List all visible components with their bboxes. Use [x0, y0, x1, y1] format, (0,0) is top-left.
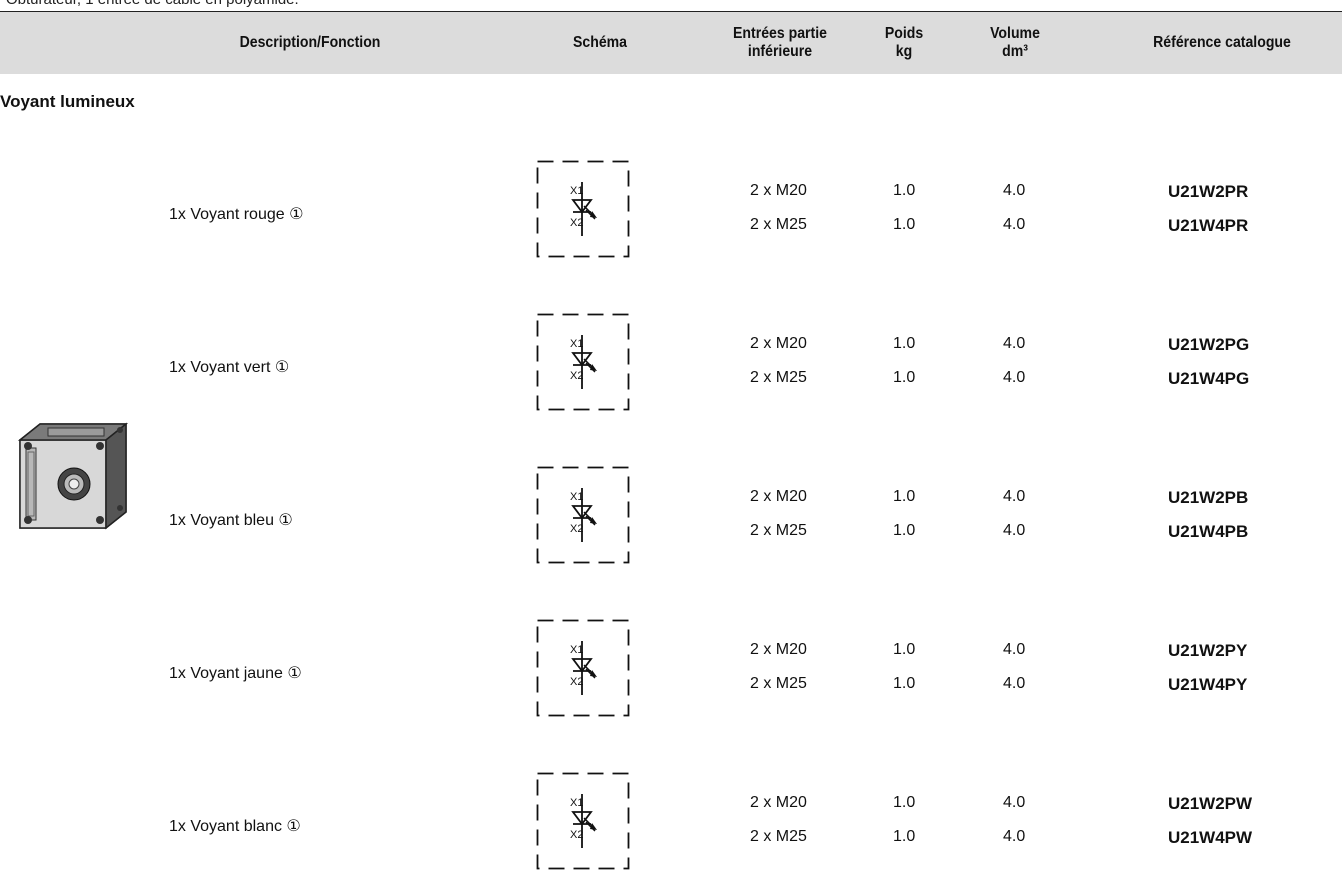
schema-label-x2: X2	[570, 829, 583, 841]
schema-label-x1: X1	[570, 185, 583, 197]
cell-weight: 1.0	[893, 641, 916, 658]
cell-weight: 1.0	[893, 794, 916, 811]
row-description: 1x Voyant jaune ①	[169, 665, 302, 682]
schema-label-x2: X2	[570, 217, 583, 229]
cell-volume: 4.0	[1003, 794, 1026, 811]
schema-label-x1: X1	[570, 644, 583, 656]
cell-weight: 1.0	[893, 488, 916, 505]
cell-entries: 2 x M25	[750, 369, 807, 386]
cell-reference: U21W4PW	[1168, 828, 1253, 847]
row-description: 1x Voyant vert ①	[169, 359, 290, 376]
row-description: 1x Voyant blanc ①	[169, 818, 301, 835]
cell-entries: 2 x M25	[750, 216, 807, 233]
intro-note: Obturateur, 1 entrée de câble en polyami…	[6, 0, 299, 8]
schema-label-x2: X2	[570, 676, 583, 688]
cell-reference: U21W2PR	[1168, 182, 1249, 201]
section-title: Voyant lumineux	[0, 92, 135, 111]
cell-volume: 4.0	[1003, 675, 1026, 692]
cell-reference: U21W4PY	[1168, 675, 1248, 694]
cell-entries: 2 x M20	[750, 488, 807, 505]
indicator-light-schema-icon: X1 X2	[536, 313, 630, 411]
table-row: 1x Voyant bleu ① X1 X2 2 x M20 1.0 4.0 U21W2PB…	[0, 466, 1342, 566]
header-schema: Schéma	[572, 34, 628, 51]
schema-label-x2: X2	[570, 370, 583, 382]
cell-entries: 2 x M20	[750, 335, 807, 352]
header-description: Description/Fonction	[239, 34, 381, 51]
indicator-light-schema-icon: X1 X2	[536, 466, 630, 564]
cell-volume: 4.0	[1003, 182, 1026, 199]
cell-volume: 4.0	[1003, 828, 1026, 845]
cell-weight: 1.0	[893, 828, 916, 845]
enclosure-image	[14, 418, 132, 532]
cell-volume: 4.0	[1003, 641, 1026, 658]
cell-volume: 4.0	[1003, 216, 1026, 233]
header-reference: Référence catalogue	[1153, 34, 1291, 51]
table-row: 1x Voyant vert ① X1 X2 2 x M20 1.0 4.0 U21W2PG…	[0, 313, 1342, 413]
cell-weight: 1.0	[893, 675, 916, 692]
header-entries: Entrées partie inférieure	[733, 25, 827, 60]
indicator-light-schema-icon: X1 X2	[536, 160, 630, 258]
cell-volume: 4.0	[1003, 488, 1026, 505]
cell-volume: 4.0	[1003, 369, 1026, 386]
cell-reference: U21W4PG	[1168, 369, 1250, 388]
cell-reference: U21W4PB	[1168, 522, 1249, 541]
cell-reference: U21W2PB	[1168, 488, 1249, 507]
row-description: 1x Voyant bleu ①	[169, 512, 293, 529]
schema-label-x2: X2	[570, 523, 583, 535]
cell-entries: 2 x M25	[750, 828, 807, 845]
cell-reference: U21W4PR	[1168, 216, 1249, 235]
cell-weight: 1.0	[893, 522, 916, 539]
cell-volume: 4.0	[1003, 335, 1026, 352]
cell-weight: 1.0	[893, 216, 916, 233]
cell-reference: U21W2PG	[1168, 335, 1250, 354]
cell-weight: 1.0	[893, 369, 916, 386]
cell-weight: 1.0	[893, 335, 916, 352]
cell-reference: U21W2PW	[1168, 794, 1253, 813]
indicator-light-schema-icon: X1 X2	[536, 619, 630, 717]
table-row: 1x Voyant jaune ① X1 X2 2 x M20 1.0 4.0 U21W2P…	[0, 619, 1342, 719]
cell-entries: 2 x M20	[750, 182, 807, 199]
cell-entries: 2 x M20	[750, 794, 807, 811]
cell-entries: 2 x M20	[750, 641, 807, 658]
cell-volume: 4.0	[1003, 522, 1026, 539]
cell-entries: 2 x M25	[750, 522, 807, 539]
cell-entries: 2 x M25	[750, 675, 807, 692]
table-row: 1x Voyant rouge ① X1 X2 2 x M20 1.0 4.0 U21W2P…	[0, 160, 1342, 260]
indicator-light-schema-icon: X1 X2	[536, 772, 630, 870]
table-row: 1x Voyant blanc ① X1 X2 2 x M20 1.0 4.0 U21W2P…	[0, 772, 1342, 872]
cell-weight: 1.0	[893, 182, 916, 199]
schema-label-x1: X1	[570, 797, 583, 809]
cell-reference: U21W2PY	[1168, 641, 1248, 660]
table-header: Description/Fonction Schéma Entrées part…	[0, 11, 1342, 74]
schema-label-x1: X1	[570, 491, 583, 503]
row-description: 1x Voyant rouge ①	[169, 206, 304, 223]
header-volume: Volume dm³	[990, 25, 1040, 60]
header-weight: Poids kg	[884, 25, 924, 60]
schema-label-x1: X1	[570, 338, 583, 350]
